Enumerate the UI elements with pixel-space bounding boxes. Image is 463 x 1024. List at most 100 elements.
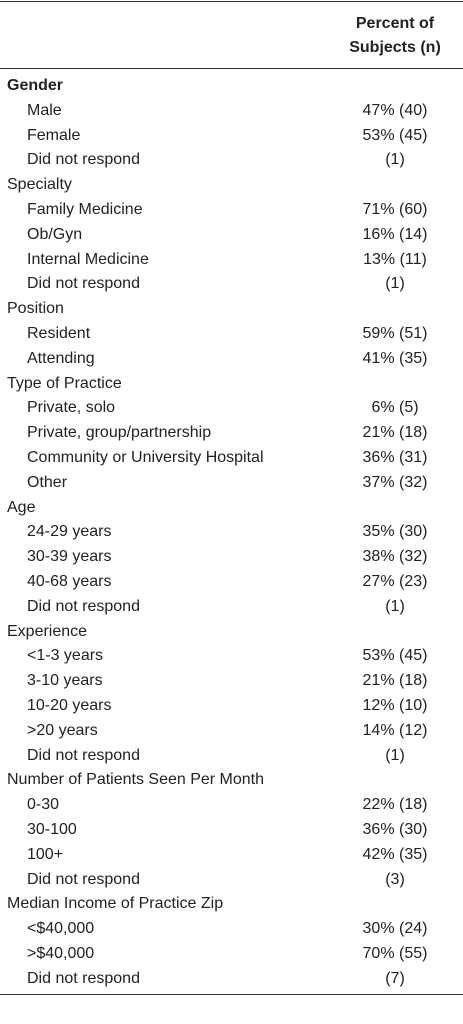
- data-row: Did not respond (3): [0, 868, 463, 893]
- data-row: Did not respond (1): [0, 272, 463, 297]
- row-label: Did not respond: [27, 969, 140, 987]
- row-value: 38% (32): [362, 548, 428, 566]
- row-label: 30-39 years: [27, 548, 112, 566]
- section-title: Type of Practice: [7, 374, 122, 392]
- data-row: 10-20 years 12% (10): [0, 694, 463, 719]
- row-label-cell: >20 years: [0, 719, 327, 744]
- row-label-cell: 10-20 years: [0, 694, 327, 719]
- row-label-cell: Did not respond: [0, 967, 327, 995]
- row-value: 30% (24): [362, 920, 428, 938]
- header-row: Percent of Subjects (n): [0, 1, 463, 69]
- section-title: Specialty: [7, 176, 72, 194]
- data-row: 30-39 years 38% (32): [0, 545, 463, 570]
- row-label: Private, solo: [27, 399, 116, 417]
- data-row: 30-100 36% (30): [0, 818, 463, 843]
- section-title: Experience: [7, 622, 88, 640]
- data-row: 40-68 years 27% (23): [0, 570, 463, 595]
- section-row: Median Income of Practice Zip: [0, 892, 463, 917]
- row-label: 100+: [27, 845, 64, 863]
- data-row: >20 years 14% (12): [0, 719, 463, 744]
- row-label: Did not respond: [27, 151, 140, 169]
- data-row: 0-30 22% (18): [0, 793, 463, 818]
- row-label-cell: Female: [0, 124, 327, 149]
- section-title: Age: [7, 498, 36, 516]
- row-label: Did not respond: [27, 597, 140, 615]
- data-row: >$40,000 70% (55): [0, 942, 463, 967]
- data-row: Family Medicine 71% (60): [0, 198, 463, 223]
- row-value: 21% (18): [362, 424, 428, 442]
- row-value: 13% (11): [363, 250, 427, 268]
- row-value: 6% (5): [371, 399, 419, 417]
- row-label-cell: 24-29 years: [0, 520, 327, 545]
- data-row: 100+ 42% (35): [0, 843, 463, 868]
- row-label: 24-29 years: [27, 523, 112, 541]
- data-row: Attending 41% (35): [0, 347, 463, 372]
- data-row: Did not respond (1): [0, 595, 463, 620]
- row-label: <1-3 years: [27, 647, 104, 665]
- data-row: Did not respond (1): [0, 744, 463, 769]
- row-label-cell: 0-30: [0, 793, 327, 818]
- row-label-cell: <$40,000: [0, 917, 327, 942]
- row-label: Did not respond: [27, 870, 140, 888]
- row-label-cell: 40-68 years: [0, 570, 327, 595]
- section-title: Position: [7, 300, 64, 318]
- row-label-cell: 30-100: [0, 818, 327, 843]
- row-value: 59% (51): [362, 324, 428, 342]
- row-value: 35% (30): [362, 523, 428, 541]
- row-label-cell: >$40,000: [0, 942, 327, 967]
- data-row: Did not respond (7): [0, 967, 463, 995]
- section-row: Gender: [0, 69, 463, 99]
- data-row: Other 37% (32): [0, 471, 463, 496]
- row-label: Other: [27, 473, 68, 491]
- data-row: 24-29 years 35% (30): [0, 520, 463, 545]
- data-row: <$40,000 30% (24): [0, 917, 463, 942]
- row-label-cell: 30-39 years: [0, 545, 327, 570]
- row-value: 14% (12): [362, 721, 428, 739]
- row-label: Family Medicine: [27, 200, 143, 218]
- row-value: 36% (30): [362, 820, 428, 838]
- row-label-cell: Ob/Gyn: [0, 223, 327, 248]
- header-empty: [0, 1, 327, 69]
- row-label: Attending: [27, 349, 95, 367]
- row-value: 16% (14): [362, 225, 428, 243]
- row-label-cell: Did not respond: [0, 148, 327, 173]
- table-body: Gender Male 47% (40) Female 53% (45) Did not …: [0, 69, 463, 995]
- row-label-cell: Did not respond: [0, 744, 327, 769]
- row-label: 30-100: [27, 820, 77, 838]
- section-row: Experience: [0, 620, 463, 645]
- row-label-cell: 3-10 years: [0, 669, 327, 694]
- row-value: 47% (40): [362, 101, 428, 119]
- section-row: Age: [0, 496, 463, 521]
- data-row: Private, group/partnership 21% (18): [0, 421, 463, 446]
- row-label-cell: 100+: [0, 843, 327, 868]
- row-label: 40-68 years: [27, 572, 112, 590]
- row-value: (1): [385, 746, 405, 764]
- header-line: Percent of: [355, 15, 435, 32]
- row-label-cell: Other: [0, 471, 327, 496]
- section-title: Gender: [7, 77, 64, 94]
- data-table: Percent of Subjects (n) Gender Male 47% (40…: [0, 1, 463, 996]
- row-label-cell: Did not respond: [0, 272, 327, 297]
- row-label: Did not respond: [27, 746, 140, 764]
- data-row: Internal Medicine 13% (11): [0, 248, 463, 273]
- row-value: 37% (32): [362, 473, 428, 491]
- data-row: Did not respond (1): [0, 148, 463, 173]
- row-label: Internal Medicine: [27, 250, 149, 268]
- row-value: (3): [385, 870, 405, 888]
- row-label: 3-10 years: [27, 672, 103, 690]
- row-label-cell: Community or University Hospital: [0, 446, 327, 471]
- data-row: Resident 59% (51): [0, 322, 463, 347]
- row-label-cell: Private, solo: [0, 396, 327, 421]
- section-title: Number of Patients Seen Per Month: [7, 771, 265, 789]
- row-label-cell: Family Medicine: [0, 198, 327, 223]
- row-label: 10-20 years: [27, 696, 112, 714]
- row-value: (1): [385, 275, 405, 293]
- row-value: 12% (10): [362, 696, 428, 714]
- row-label: Resident: [27, 324, 91, 342]
- data-row: <1-3 years 53% (45): [0, 644, 463, 669]
- row-label-cell: Private, group/partnership: [0, 421, 327, 446]
- row-label-cell: Resident: [0, 322, 327, 347]
- data-row: Private, solo 6% (5): [0, 396, 463, 421]
- row-label-cell: Male: [0, 99, 327, 124]
